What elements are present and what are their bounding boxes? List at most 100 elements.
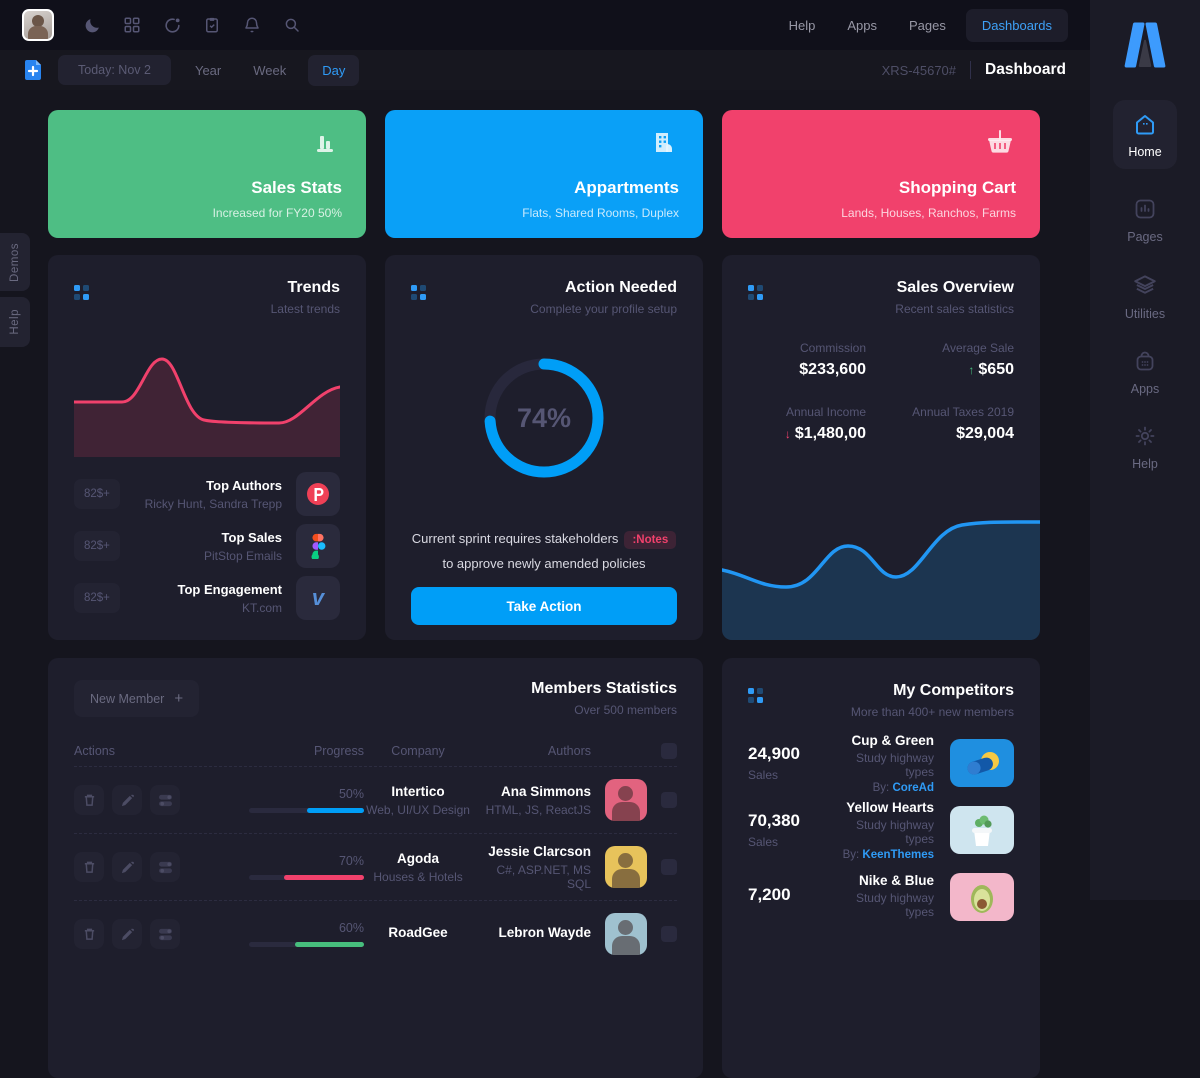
today-button[interactable]: Today: Nov 2: [58, 55, 171, 85]
action-note: Current sprint requires stakeholders:Not…: [385, 527, 703, 576]
apps-grid-icon[interactable]: [112, 5, 152, 45]
sidebar-item-help[interactable]: Help: [1113, 424, 1177, 471]
divider: [970, 61, 972, 79]
chart-square-icon: [1133, 197, 1157, 221]
col-authors: Authors: [547, 744, 591, 758]
col-progress: Progress: [313, 744, 364, 758]
activity-donut-icon[interactable]: [152, 5, 192, 45]
brand-logo[interactable]: [1119, 22, 1171, 68]
take-action-button[interactable]: Take Action: [411, 587, 677, 625]
author-avatar[interactable]: [605, 779, 647, 821]
item-subtitle: PitStop Emails: [203, 548, 282, 563]
producthunt-icon[interactable]: [296, 472, 340, 516]
new-member-button[interactable]: New Member +: [74, 680, 200, 717]
sales-stats-card[interactable]: Sales Stats Increased for FY20 50%: [48, 110, 366, 238]
delete-button[interactable]: [74, 919, 104, 949]
dark-mode-moon-icon[interactable]: [72, 5, 112, 45]
author-avatar[interactable]: [605, 913, 647, 955]
author-name: Ana Simmons: [500, 783, 591, 799]
delete-button[interactable]: [74, 852, 104, 882]
edit-button[interactable]: [112, 785, 142, 815]
right-sidebar: Home Pages Utilities Apps Help: [1090, 0, 1200, 900]
new-file-icon[interactable]: [24, 59, 42, 81]
progress-percent: 74%: [516, 403, 572, 433]
competitor-link[interactable]: CoreAd: [892, 781, 934, 794]
tab-week[interactable]: Week: [253, 62, 287, 78]
drag-handle-icon[interactable]: [748, 285, 763, 300]
card-title: Shopping Cart: [898, 178, 1016, 197]
sidebar-item-pages[interactable]: Pages: [1113, 197, 1177, 244]
competitor-thumbnail[interactable]: [950, 739, 1014, 787]
my-competitors-card: My Competitors More than 400+ new member…: [722, 658, 1040, 1078]
stat-annual-taxes: Annual Taxes 2019 $29,004: [912, 405, 1014, 442]
user-avatar-photo: [24, 11, 52, 39]
amount-badge[interactable]: 82$+: [74, 531, 120, 561]
sidebar-item-utilities[interactable]: Utilities: [1113, 272, 1177, 321]
home-icon: [1133, 112, 1157, 136]
bell-icon[interactable]: [232, 5, 272, 45]
drag-handle-icon[interactable]: [748, 688, 763, 703]
shopping-cart-card[interactable]: Shopping Cart Lands, Houses, Ranchos, Fa…: [722, 110, 1040, 238]
sidebar-item-label: Apps: [1130, 382, 1160, 396]
action-needed-card: Action Needed Complete your profile setu…: [385, 255, 703, 640]
delete-button[interactable]: [74, 785, 104, 815]
progress-bar: [249, 942, 364, 947]
progress-percent: 70%: [338, 854, 364, 868]
edit-button[interactable]: [112, 919, 142, 949]
figma-icon[interactable]: [296, 524, 340, 568]
reference-code: XRS-45670#: [881, 62, 957, 78]
card-subtitle: Flats, Shared Rooms, Duplex: [522, 206, 679, 220]
card-title: Sales Stats: [251, 178, 342, 197]
toggles-button[interactable]: [150, 785, 180, 815]
tab-year[interactable]: Year: [194, 62, 222, 78]
tab-day[interactable]: Day: [308, 54, 360, 86]
progress-bar: [249, 875, 364, 880]
edit-button[interactable]: [112, 852, 142, 882]
row-checkbox[interactable]: [661, 926, 677, 942]
amount-badge[interactable]: 82$+: [74, 583, 120, 613]
notes-badge[interactable]: :Notes: [624, 531, 677, 549]
progress-donut-arc: [484, 358, 604, 478]
stat-annual-income: Annual Income ↓ $1,480,00: [784, 405, 866, 442]
progress-donut: [385, 343, 703, 493]
toggles-button[interactable]: [150, 919, 180, 949]
help-side-tab[interactable]: Help: [0, 297, 30, 347]
competitor-desc: Study highway types: [855, 817, 934, 846]
bag-icon: [1133, 349, 1157, 373]
nav-dashboards[interactable]: Dashboards: [965, 8, 1068, 42]
search-icon[interactable]: [272, 5, 312, 45]
sidebar-item-label: Help: [1132, 457, 1158, 471]
company-subtitle: Web, UI/UX Design: [366, 802, 470, 817]
company-name: RoadGee: [388, 924, 448, 940]
competitor-link[interactable]: KeenThemes: [862, 848, 934, 861]
competitor-desc: Study highway types: [855, 750, 934, 779]
basket-icon: [984, 128, 1016, 158]
nav-pages[interactable]: Pages: [909, 17, 946, 33]
row-checkbox[interactable]: [661, 859, 677, 875]
sidebar-item-apps[interactable]: Apps: [1113, 349, 1177, 396]
sidebar-item-label: Home: [1128, 145, 1162, 159]
author-avatar[interactable]: [605, 846, 647, 888]
toggles-button[interactable]: [150, 852, 180, 882]
nav-apps[interactable]: Apps: [847, 17, 878, 33]
row-checkbox[interactable]: [661, 792, 677, 808]
competitor-desc: Study highway types: [855, 890, 934, 919]
competitor-thumbnail[interactable]: [950, 806, 1014, 854]
drag-handle-icon[interactable]: [74, 285, 89, 300]
amount-badge[interactable]: 82$+: [74, 479, 120, 509]
appartments-card[interactable]: Appartments Flats, Shared Rooms, Duplex: [385, 110, 703, 238]
clipboard-icon[interactable]: [192, 5, 232, 45]
competitor-thumbnail[interactable]: [950, 873, 1014, 921]
select-all-checkbox[interactable]: [661, 743, 677, 759]
user-avatar[interactable]: [22, 9, 54, 41]
item-title: Top Sales: [221, 529, 282, 545]
sales-value: 7,200: [748, 885, 791, 904]
trends-list-item: 82$+ Top Sales PitStop Emails: [74, 523, 340, 569]
widget-title: Sales Overview: [896, 279, 1014, 296]
demos-side-tab[interactable]: Demos: [0, 233, 30, 291]
drag-handle-icon[interactable]: [411, 285, 426, 300]
trend-down-icon: ↓: [784, 427, 791, 441]
sidebar-item-home[interactable]: Home: [1113, 100, 1177, 169]
vimeo-icon[interactable]: v: [296, 576, 340, 620]
nav-help[interactable]: Help: [788, 17, 816, 33]
